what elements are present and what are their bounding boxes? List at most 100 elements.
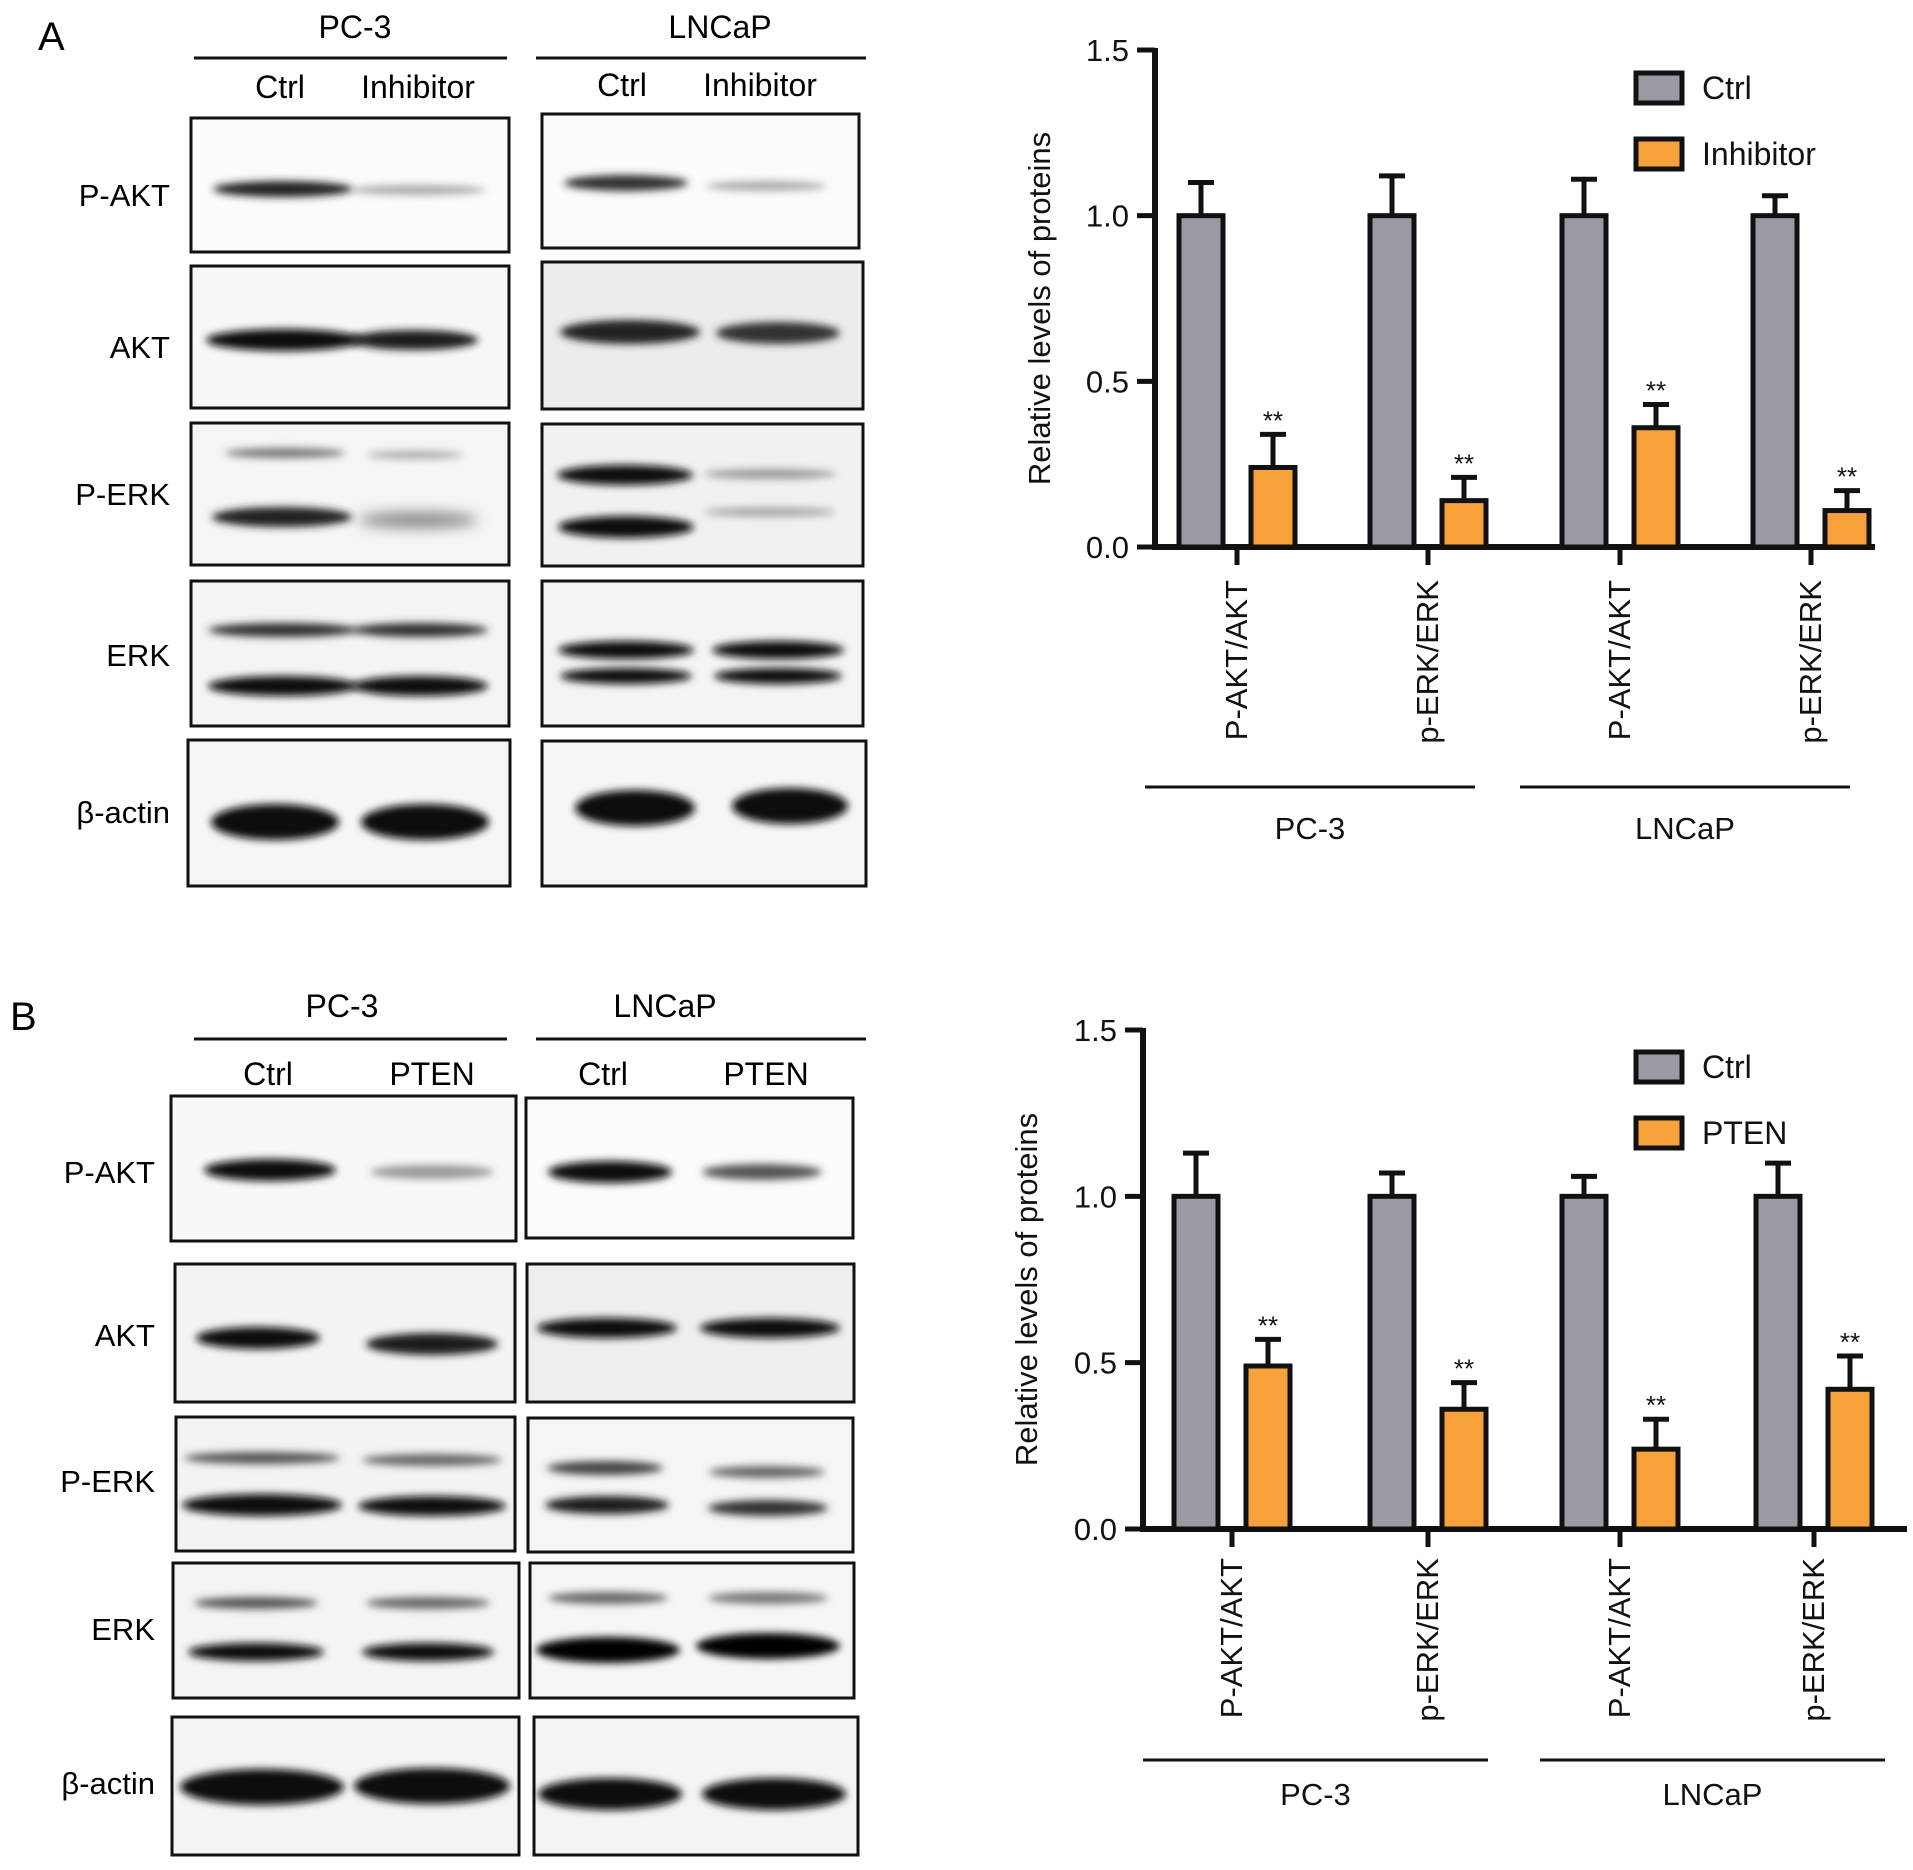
- blot-band: [575, 790, 695, 826]
- significance-label: **: [1840, 1327, 1860, 1357]
- bar: [1631, 1446, 1681, 1532]
- legend-label: Ctrl: [1702, 70, 1752, 106]
- blot-a-images: [186, 112, 868, 888]
- blot-band: [538, 1778, 682, 1810]
- bar: [1631, 425, 1681, 550]
- blot-a-box: [540, 422, 865, 568]
- significance-label: **: [1263, 405, 1283, 435]
- blot-band: [188, 1643, 324, 1661]
- blot-a-lane-treat-pc3: Inhibitor: [361, 69, 475, 105]
- blot-band: [194, 1597, 318, 1609]
- blot-band: [362, 1454, 502, 1466]
- group-label: LNCaP: [1663, 1777, 1763, 1812]
- blot-band: [184, 1452, 340, 1464]
- blot-band: [732, 788, 848, 824]
- blot-a-cell-line-lncap: LNCaP: [668, 9, 771, 45]
- legend-swatch: [1633, 70, 1685, 106]
- blot-band: [208, 623, 358, 637]
- blot-a-box: [189, 421, 511, 567]
- blot-b-cell-line-pc3: PC-3: [306, 988, 379, 1024]
- blot-b-cell-line-lncap: LNCaP: [613, 988, 716, 1024]
- legend-label: Inhibitor: [1702, 136, 1816, 172]
- blot-b-protein-label: AKT: [95, 1318, 155, 1353]
- significance-label: **: [1258, 1310, 1278, 1340]
- blot-band: [206, 329, 362, 351]
- blot-band: [712, 641, 844, 659]
- group-label: PC-3: [1280, 1777, 1351, 1812]
- blot-band: [558, 516, 694, 538]
- bar: [1171, 1193, 1221, 1532]
- blot-band: [370, 1165, 494, 1179]
- bar: [1559, 1193, 1609, 1532]
- blot-b-lane-treat-lncap: PTEN: [723, 1056, 808, 1092]
- bar: [1822, 508, 1872, 550]
- group-label: LNCaP: [1635, 811, 1735, 846]
- blot-band: [208, 676, 358, 696]
- legend-swatch: [1633, 1049, 1685, 1085]
- blot-band: [564, 175, 688, 191]
- blot-b-lane-treat-pc3: PTEN: [389, 1056, 474, 1092]
- blot-band: [700, 1318, 840, 1338]
- blot-a-box: [189, 579, 511, 728]
- blot-band: [211, 804, 339, 840]
- bar: [1176, 213, 1226, 550]
- x-tick-label: p-ERK/ERK: [1796, 1558, 1831, 1722]
- bar: [1439, 498, 1489, 550]
- y-tick-label: 1.0: [1074, 1179, 1117, 1214]
- blot-band: [560, 668, 692, 684]
- bar: [1439, 1406, 1489, 1532]
- blot-a-protein-label: β-actin: [76, 795, 170, 830]
- blot-b-protein-labels: P-AKT AKT P-ERK ERK β-actin: [60, 1155, 155, 1801]
- significance-label: **: [1454, 448, 1474, 478]
- blot-b-box: [171, 1561, 521, 1700]
- blot-band: [358, 512, 478, 528]
- x-tick-label: P-AKT/AKT: [1602, 1558, 1637, 1718]
- bar: [1750, 213, 1800, 550]
- blot-band: [182, 1494, 342, 1516]
- blot-band: [352, 623, 488, 637]
- blot-band: [708, 1592, 828, 1604]
- blot-a-protein-label: P-ERK: [75, 477, 170, 512]
- blot-band: [358, 1496, 506, 1516]
- bar-chart-b: 0.0 0.5 1.0 1.5 Relative levels of proteins *…: [1009, 1013, 1907, 1812]
- y-tick-label: 0.5: [1086, 364, 1129, 399]
- x-tick-label: p-ERK/ERK: [1793, 580, 1828, 744]
- x-tick-label: P-AKT/AKT: [1214, 1558, 1249, 1718]
- blot-b-box: [526, 1416, 855, 1554]
- blot-band: [702, 1164, 822, 1180]
- blot-band: [536, 1637, 680, 1663]
- bar-chart-a: 0.0 0.5 1.0 1.5 Relative levels of proteins *…: [1022, 33, 1875, 846]
- significance-label: **: [1646, 376, 1666, 406]
- blot-band: [709, 1466, 825, 1478]
- bar: [1367, 1193, 1417, 1532]
- blot-band: [708, 1500, 828, 1516]
- blot-b-lane-ctrl-lncap: Ctrl: [578, 1056, 628, 1092]
- x-tick-label: p-ERK/ERK: [1410, 580, 1445, 744]
- blot-band: [362, 1643, 494, 1661]
- panel-letter-b: B: [10, 995, 37, 1039]
- blot-band: [366, 1597, 490, 1609]
- blot-band: [213, 181, 353, 197]
- bar: [1367, 213, 1417, 550]
- blot-a-lane-treat-lncap: Inhibitor: [703, 67, 817, 103]
- y-tick-label: 1.0: [1086, 199, 1129, 234]
- x-tick-label: p-ERK/ERK: [1410, 1558, 1445, 1722]
- legend-swatch: [1633, 1115, 1685, 1151]
- y-axis-label: Relative levels of proteins: [1009, 1113, 1044, 1466]
- blot-b-box: [528, 1561, 856, 1700]
- blot-a-lane-ctrl-pc3: Ctrl: [255, 69, 305, 105]
- blot-b-protein-label: P-AKT: [64, 1155, 155, 1190]
- blot-a-headers: PC-3 LNCaP Ctrl Inhibitor Ctrl Inhibitor: [194, 9, 866, 105]
- blot-b-protein-label: β-actin: [61, 1766, 155, 1801]
- blot-b-lane-ctrl-pc3: Ctrl: [243, 1056, 293, 1092]
- panel-letter-a: A: [38, 15, 65, 59]
- bar: [1753, 1193, 1803, 1532]
- blot-band: [225, 448, 345, 458]
- blot-band: [367, 451, 463, 459]
- blot-band: [366, 1333, 498, 1355]
- x-tick-label: P-AKT/AKT: [1219, 580, 1254, 740]
- blot-b-box: [174, 1415, 517, 1553]
- blot-b-protein-label: P-ERK: [60, 1464, 155, 1499]
- blot-band: [350, 185, 486, 195]
